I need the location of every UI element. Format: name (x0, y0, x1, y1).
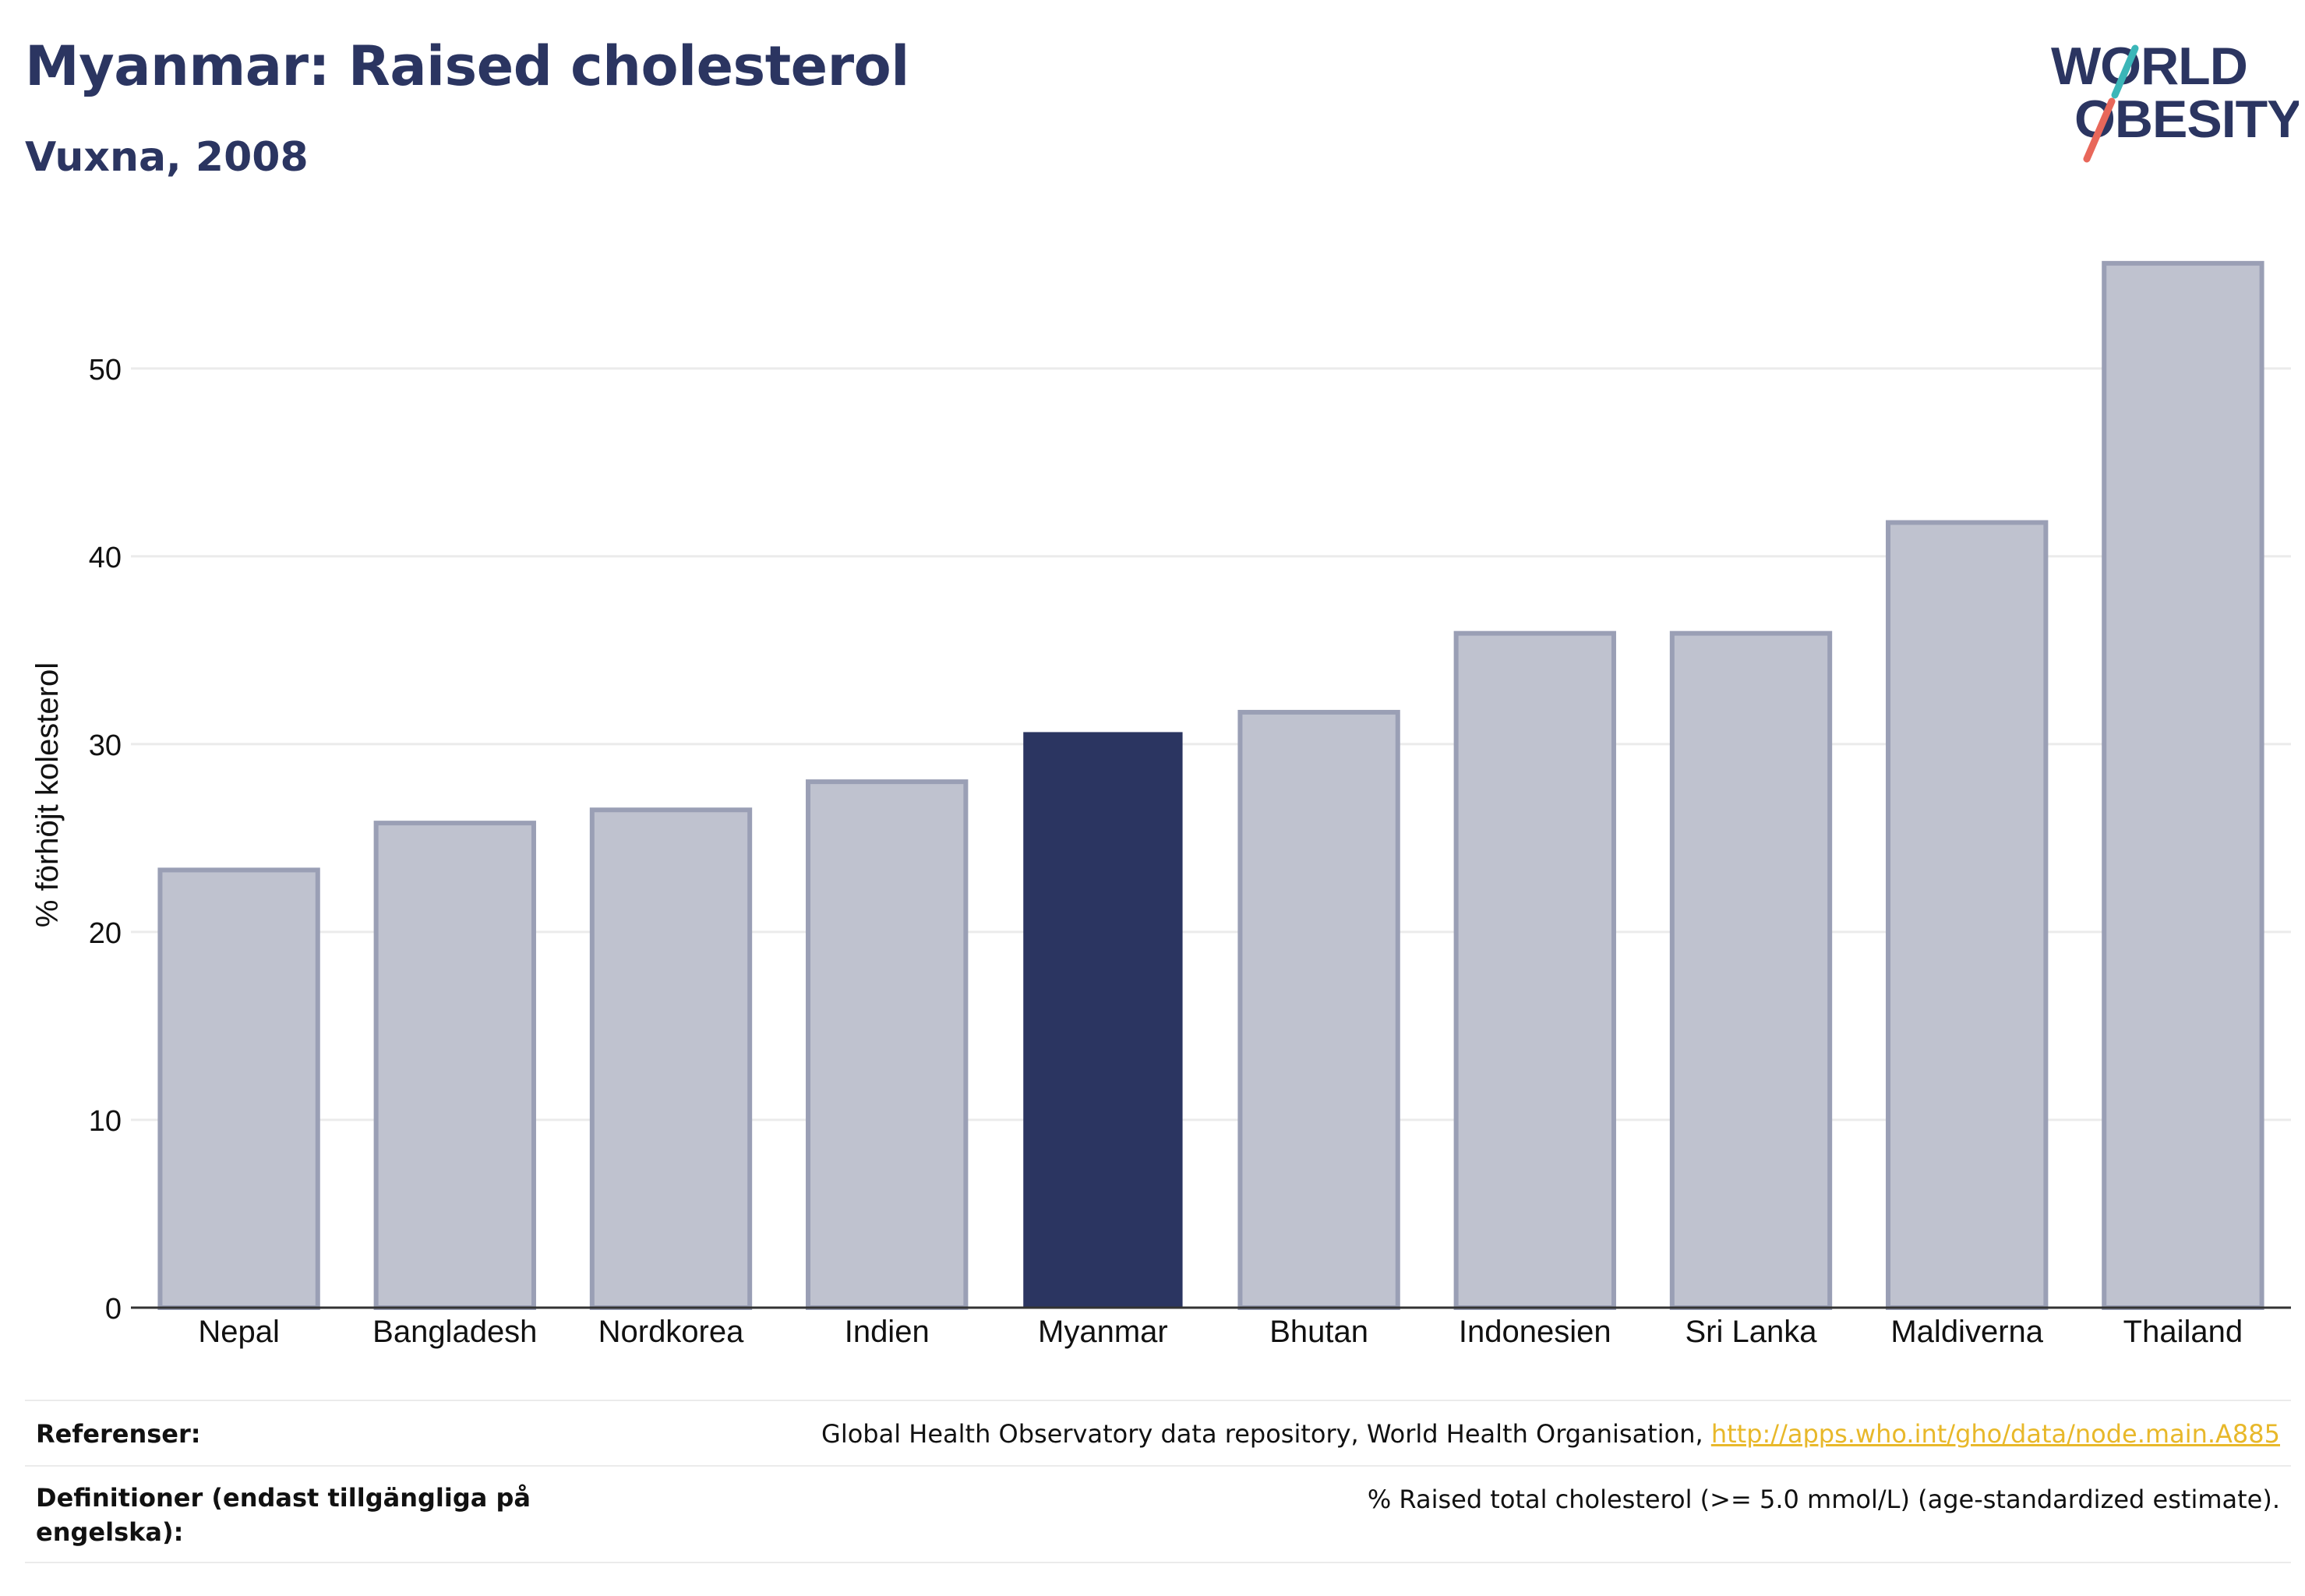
bars (157, 260, 2264, 1311)
bar-indonesien (1453, 630, 1616, 1310)
x-tick-label: Thailand (2123, 1315, 2243, 1349)
bar-myanmar (1023, 732, 1183, 1308)
y-tick-label: 40 (89, 542, 122, 574)
y-tick-label: 50 (89, 354, 122, 387)
y-axis-label: % förhöjt kolesterol (30, 662, 65, 927)
x-tick-label: Maldiverna (1890, 1315, 2043, 1349)
bar-nepal (157, 867, 320, 1310)
definitions-value: % Raised total cholesterol (>= 5.0 mmol/… (1367, 1485, 2280, 1514)
x-tick-label: Indien (845, 1315, 930, 1349)
x-tick-label: Myanmar (1038, 1315, 1168, 1349)
bar-bangladesh (373, 821, 536, 1310)
y-tick-label: 0 (105, 1293, 122, 1326)
y-tick-label: 30 (89, 729, 122, 762)
x-tick-label: Nordkorea (598, 1315, 745, 1349)
page-title: Myanmar: Raised cholesterol (25, 34, 909, 98)
references-value: Global Health Observatory data repositor… (821, 1417, 2280, 1451)
y-tick-label: 10 (89, 1105, 122, 1138)
references-link[interactable]: http://apps.who.int/gho/data/node.main.A… (1710, 1419, 2280, 1449)
definitions-row: Definitioner (endast tillgängliga på eng… (25, 1465, 2291, 1563)
x-tick-labels: Nepal Bangladesh Nordkorea Indien Myanmar Bhu… (131, 1306, 2291, 1349)
bar-maldiverna (1886, 520, 2049, 1310)
x-tick-label: Sri Lanka (1686, 1315, 1818, 1349)
x-tick-label: Bangladesh (372, 1315, 537, 1349)
page-subtitle: Vuxna, 2008 (25, 134, 309, 181)
bar-nordkorea (589, 807, 753, 1311)
x-tick-label: Indonesien (1459, 1315, 1611, 1349)
bar-bhutan (1237, 709, 1400, 1310)
bar-sri-lanka (1669, 630, 1833, 1310)
y-tick-labels: 0 10 20 30 40 50 (89, 354, 122, 1326)
bar-thailand (2102, 260, 2264, 1310)
references-row: Referenser: Global Health Observatory da… (25, 1400, 2291, 1467)
svg-text:WORLD: WORLD (2051, 37, 2247, 96)
references-text: Global Health Observatory data repositor… (821, 1419, 1711, 1449)
x-tick-label: Nepal (198, 1315, 280, 1349)
world-obesity-logo: WORLD OBESITY (2051, 37, 2299, 163)
definitions-label: Definitioner (endast tillgängliga på eng… (36, 1483, 531, 1547)
y-tick-label: 20 (89, 917, 122, 950)
x-tick-label: Bhutan (1269, 1315, 1368, 1349)
references-label: Referenser: (36, 1419, 201, 1449)
bar-indien (806, 779, 969, 1310)
bar-chart: 0 10 20 30 40 50 Nepal Bangladesh Nordkorea Indi… (30, 260, 2291, 1349)
